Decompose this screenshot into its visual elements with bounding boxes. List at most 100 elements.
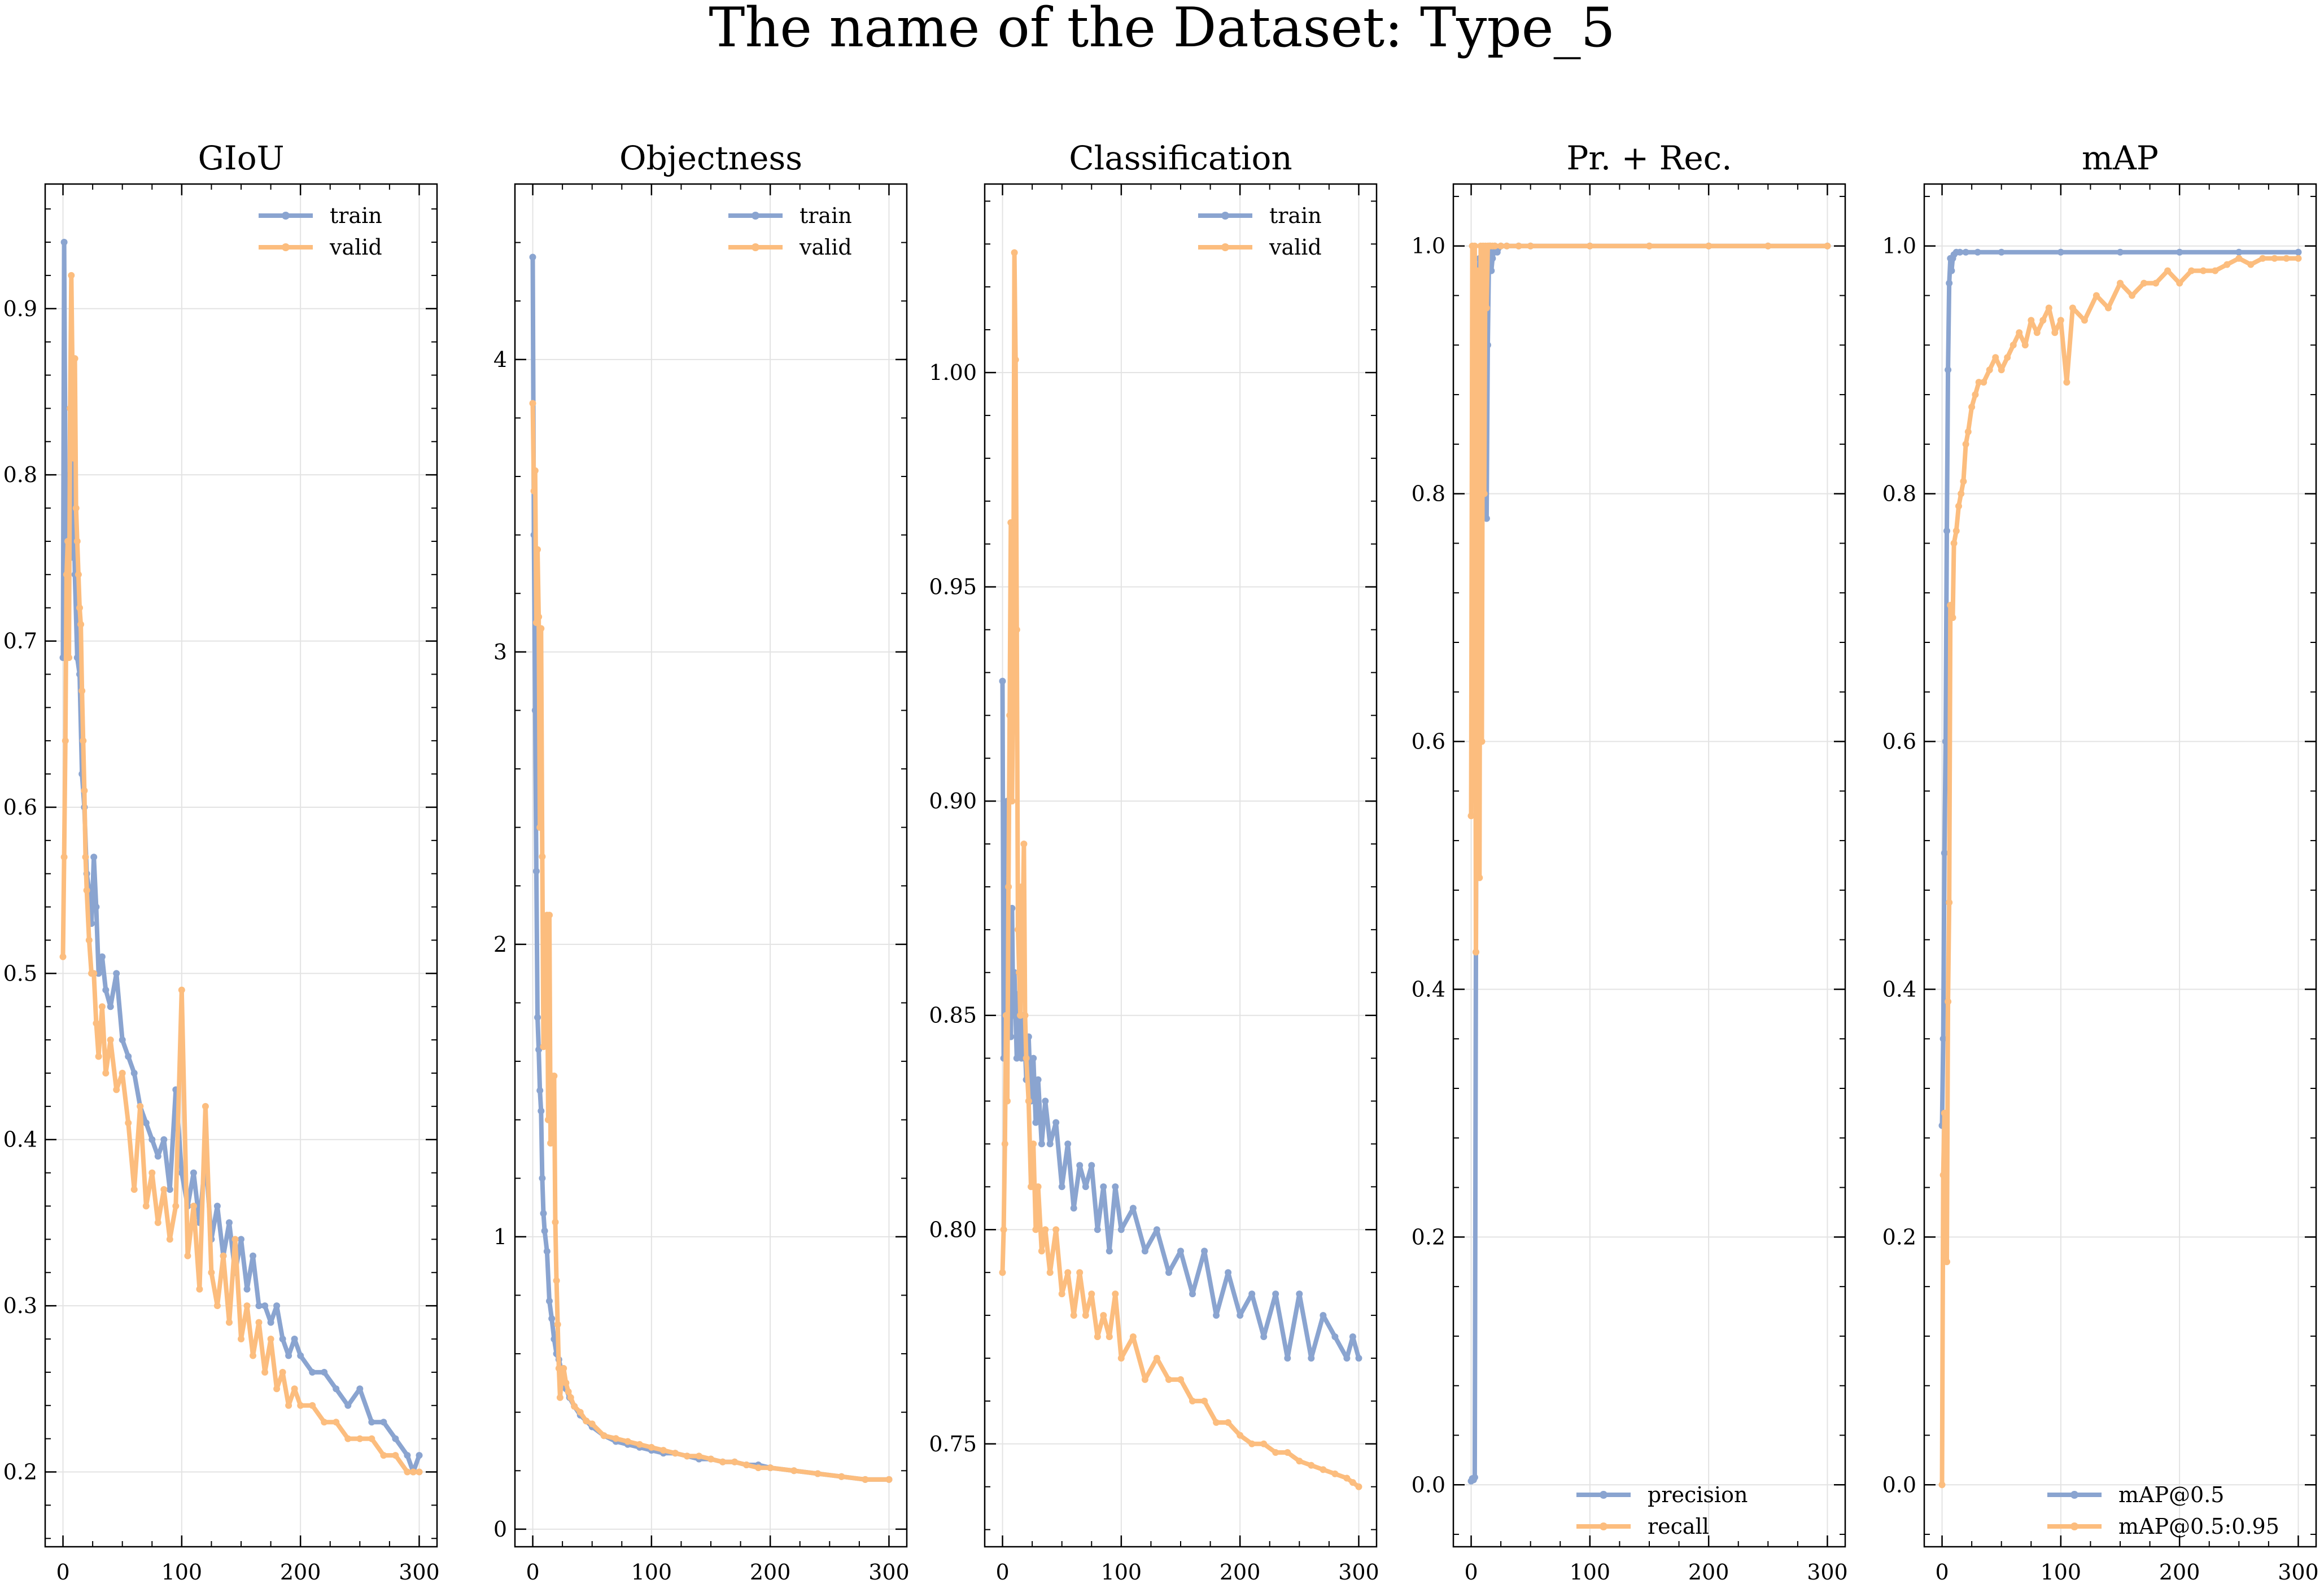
data-point xyxy=(671,1450,679,1457)
data-point xyxy=(62,737,69,745)
ticks: 0 100 200 300 0.2 0.3 0.4 0.5 0.6 0.7 0.8 0.9 xyxy=(3,184,440,1584)
data-point xyxy=(1478,738,1486,745)
legend-marker xyxy=(752,243,759,251)
data-point xyxy=(2016,329,2023,336)
data-point xyxy=(532,619,540,626)
data-point xyxy=(196,1285,203,1293)
data-point xyxy=(1986,366,1993,374)
data-point xyxy=(755,1464,762,1472)
data-point xyxy=(1046,1140,1054,1148)
data-point xyxy=(83,887,90,894)
data-point xyxy=(531,707,539,714)
data-point xyxy=(1308,1462,1315,1469)
data-point xyxy=(1058,1183,1065,1191)
data-point xyxy=(125,1053,132,1060)
plot-area xyxy=(1938,248,2302,1489)
data-point xyxy=(1064,1269,1072,1276)
data-point xyxy=(1331,1333,1339,1340)
ticks: 0 100 200 300 0.75 0.80 0.85 0.90 0.95 1.00 xyxy=(929,184,1379,1584)
data-point xyxy=(576,1408,584,1416)
series-valid xyxy=(59,272,423,1476)
data-point xyxy=(267,1336,274,1342)
data-point xyxy=(85,937,93,944)
data-point xyxy=(719,1458,726,1465)
data-point xyxy=(1248,1440,1256,1447)
data-point xyxy=(142,1119,150,1127)
data-point xyxy=(184,1252,191,1259)
data-point xyxy=(1949,614,1956,622)
data-point xyxy=(534,1014,541,1021)
x-tick-label: 300 xyxy=(399,1560,440,1584)
data-point xyxy=(285,1402,292,1409)
data-point xyxy=(1320,1312,1327,1319)
data-point xyxy=(1013,1054,1020,1062)
data-point xyxy=(75,571,82,578)
panel-1: Objectness 0 100 200 300 0 1 2 3 4 train valid xyxy=(493,139,910,1584)
series-mAP@0.5 xyxy=(1938,248,2302,1129)
data-point xyxy=(530,487,538,495)
data-point xyxy=(62,471,69,479)
data-point xyxy=(1017,1012,1024,1019)
data-point xyxy=(2057,248,2064,256)
panel-2: Classification 0 100 200 300 0.75 0.80 0.85 0.90… xyxy=(929,139,1379,1584)
data-point xyxy=(648,1443,655,1451)
legend-label: train xyxy=(1269,203,1322,228)
data-point xyxy=(1052,1226,1060,1233)
y-tick-label: 0.4 xyxy=(1882,977,1916,1001)
data-point xyxy=(1962,248,1969,256)
data-point xyxy=(1018,883,1025,890)
data-point xyxy=(2223,261,2231,268)
data-point xyxy=(113,970,120,977)
data-point xyxy=(59,953,67,960)
y-tick-label: 0.4 xyxy=(3,1127,37,1152)
data-point xyxy=(1943,1258,1950,1266)
data-point xyxy=(1004,1097,1011,1105)
data-point xyxy=(560,1365,567,1372)
data-point xyxy=(1296,1458,1303,1465)
y-tick-label: 0.9 xyxy=(3,296,37,321)
data-point xyxy=(1945,366,1952,374)
data-point xyxy=(1005,883,1012,890)
data-point xyxy=(532,868,540,875)
x-tick-label: 0 xyxy=(1464,1560,1478,1584)
data-point xyxy=(213,1202,221,1210)
legend: train valid xyxy=(259,203,382,260)
data-point xyxy=(2105,304,2112,312)
data-point xyxy=(1014,926,1021,933)
legend-marker xyxy=(2070,1491,2078,1499)
data-point xyxy=(1106,1333,1113,1340)
data-point xyxy=(93,903,100,911)
data-point xyxy=(73,537,81,545)
y-tick-label: 0.85 xyxy=(929,1003,977,1028)
data-point xyxy=(1764,242,1772,250)
data-point xyxy=(285,1352,292,1359)
data-point xyxy=(1473,948,1479,956)
data-point xyxy=(2117,279,2124,287)
data-point xyxy=(250,1252,256,1259)
legend: train valid xyxy=(728,203,852,260)
y-tick-label: 0.6 xyxy=(1882,729,1916,754)
data-point xyxy=(1082,1183,1089,1191)
data-point xyxy=(1038,1140,1045,1148)
data-point xyxy=(255,1302,263,1310)
legend-label: valid xyxy=(799,235,852,260)
data-point xyxy=(1467,812,1475,820)
data-point xyxy=(1010,1012,1017,1019)
data-point xyxy=(1052,1119,1060,1126)
data-point xyxy=(553,1277,560,1284)
series-line xyxy=(1469,243,1830,955)
data-point xyxy=(70,454,77,462)
x-tick-label: 200 xyxy=(1688,1560,1729,1584)
data-point xyxy=(1012,356,1019,364)
data-point xyxy=(1960,478,1967,485)
data-point xyxy=(1141,1376,1148,1383)
legend: train valid xyxy=(1198,203,1322,260)
data-point xyxy=(416,1468,423,1476)
data-point xyxy=(404,1468,411,1476)
y-tick-label: 0.3 xyxy=(3,1293,37,1318)
data-point xyxy=(1947,602,1954,609)
data-point xyxy=(78,687,86,694)
data-point xyxy=(862,1476,869,1483)
x-tick-label: 0 xyxy=(1935,1560,1949,1584)
